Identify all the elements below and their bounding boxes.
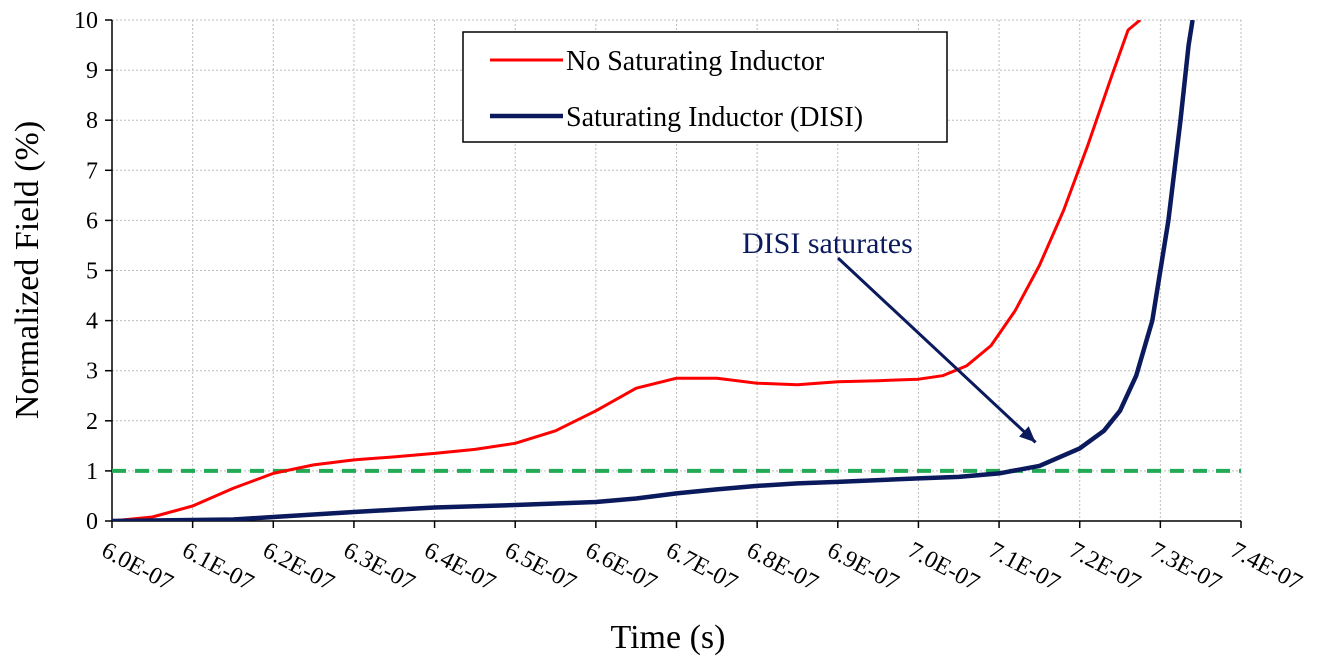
- x-tick-label: 6.6E-07: [581, 537, 661, 596]
- x-tick-label: 7.0E-07: [904, 537, 984, 596]
- x-tick-label: 6.2E-07: [258, 537, 338, 596]
- legend-label-1: No Saturating Inductor: [566, 46, 825, 77]
- annotation: DISI saturates: [742, 227, 1037, 444]
- legend-box: [462, 31, 948, 143]
- annotation-arrow-head: [1019, 426, 1036, 443]
- x-tick-label: 6.8E-07: [742, 537, 822, 596]
- x-tick-label: 7.4E-07: [1226, 537, 1306, 596]
- plot-frame: [105, 19, 1242, 528]
- y-tick-label: 0: [86, 509, 98, 535]
- y-tick-label: 8: [86, 108, 98, 134]
- y-tick-label: 7: [86, 158, 98, 184]
- series-line-1: [112, 20, 1142, 521]
- y-tick-label: 1: [86, 459, 98, 485]
- annotation-arrow-line: [836, 256, 1037, 444]
- y-tick-label: 10: [74, 8, 98, 34]
- x-tick-label: 7.2E-07: [1065, 537, 1145, 596]
- x-tick-label: 6.3E-07: [339, 537, 419, 596]
- x-tick-label: 6.7E-07: [662, 537, 742, 596]
- x-tick-label: 7.1E-07: [984, 537, 1064, 596]
- x-tick-label: 7.3E-07: [1146, 537, 1226, 596]
- y-tick-label: 6: [86, 208, 98, 234]
- series-line-2: [112, 20, 1195, 521]
- y-tick-label: 3: [86, 359, 98, 385]
- x-tick-label: 6.9E-07: [823, 537, 903, 596]
- annotation-label: DISI saturates: [742, 227, 913, 260]
- legend-label-2: Saturating Inductor (DISI): [566, 102, 863, 133]
- series-lines: [112, 20, 1195, 521]
- y-tick-label: 2: [86, 409, 98, 435]
- y-tick-label: 9: [86, 58, 98, 84]
- x-tick-labels: 6.0E-07 6.1E-07 6.2E-07 6.3E-07 6.4E-07 6.5E-…: [97, 537, 1306, 596]
- x-tick-label: 6.1E-07: [178, 537, 258, 596]
- x-axis-label: Time (s): [611, 619, 726, 656]
- y-tick-labels: 0 1 2 3 4 5 6 7 8 9 10: [74, 8, 98, 535]
- y-axis-label: Normalized Field (%): [9, 121, 46, 419]
- x-tick-label: 6.4E-07: [420, 537, 500, 596]
- x-tick-label: 6.0E-07: [97, 537, 177, 596]
- y-tick-label: 5: [86, 259, 98, 285]
- legend: No Saturating Inductor Saturating Inducto…: [462, 31, 948, 143]
- x-tick-label: 6.5E-07: [500, 537, 580, 596]
- y-tick-label: 4: [86, 309, 98, 335]
